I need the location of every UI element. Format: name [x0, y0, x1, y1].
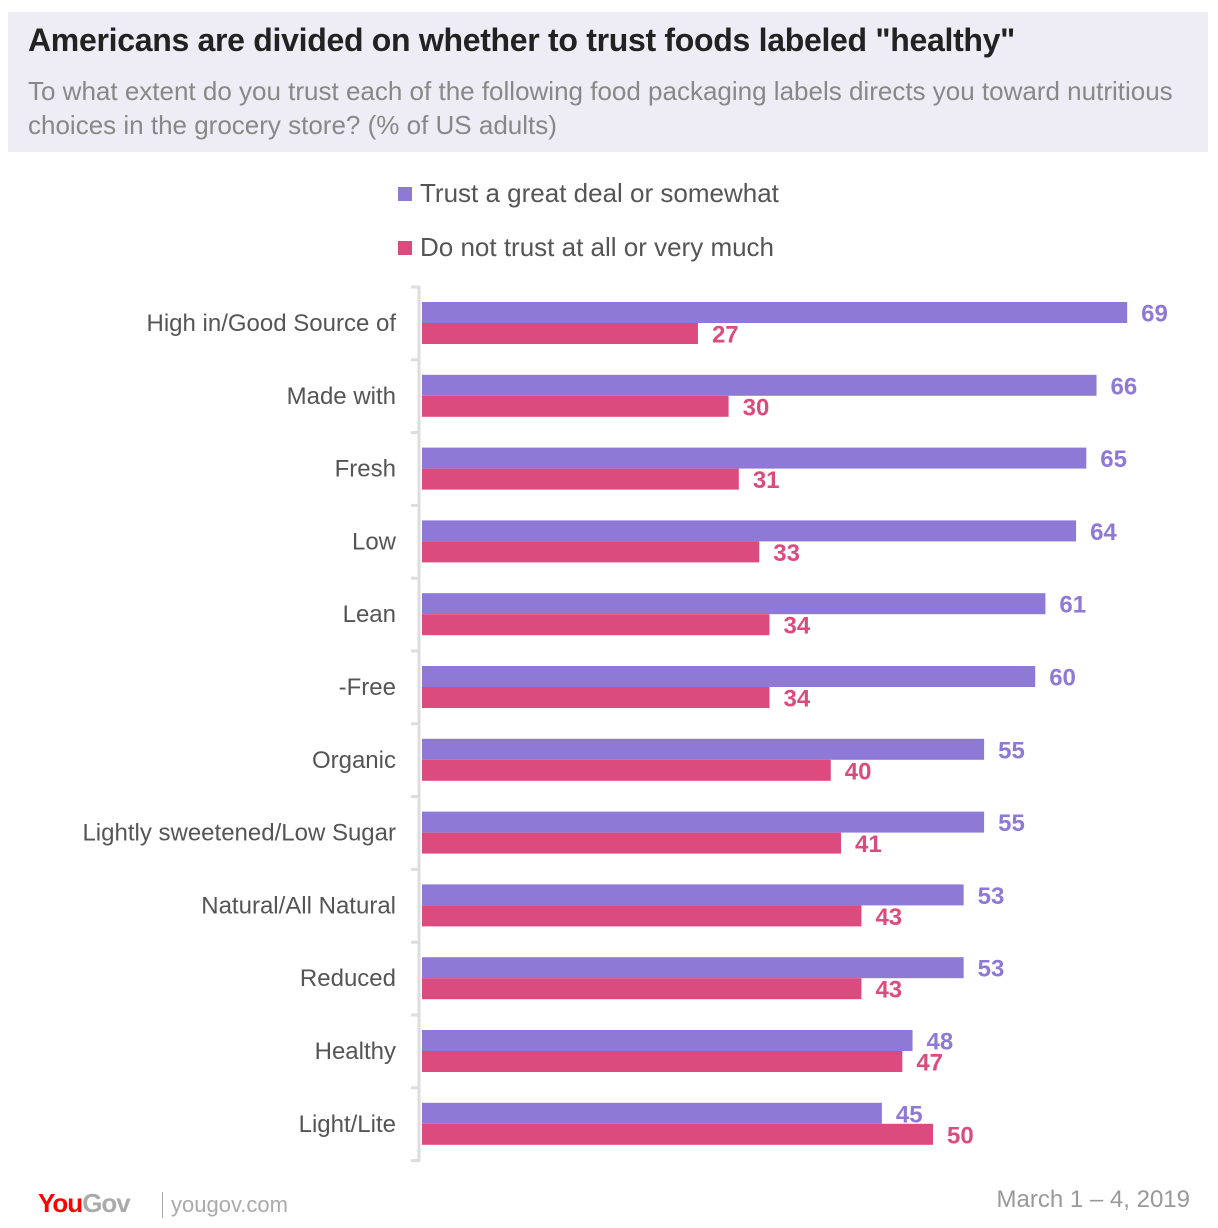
footer-date: March 1 – 4, 2019	[996, 1186, 1190, 1213]
bar-distrust	[422, 978, 862, 1000]
bar-distrust	[422, 323, 698, 344]
logo-you: You	[38, 1188, 83, 1218]
bar-distrust	[422, 759, 831, 781]
data-label: 64	[1090, 519, 1117, 546]
category-label: Healthy	[315, 1038, 396, 1065]
bar-trust	[422, 374, 1097, 396]
bar-distrust	[422, 1123, 933, 1145]
chart-title: Americans are divided on whether to trus…	[28, 22, 1016, 58]
category-label: Light/Lite	[299, 1111, 396, 1138]
bar-distrust	[422, 905, 862, 927]
data-label: 66	[1111, 373, 1138, 400]
data-label: 40	[845, 758, 872, 785]
data-label: 60	[1049, 665, 1076, 692]
data-label: 33	[773, 540, 800, 567]
data-label: 61	[1059, 592, 1086, 619]
bar-distrust	[422, 687, 770, 708]
bar-trust	[422, 593, 1046, 615]
data-label: 41	[855, 831, 882, 858]
legend-item-distrust: Do not trust at all or very much	[398, 232, 774, 263]
bar-trust	[422, 666, 1036, 687]
category-label: High in/Good Source of	[147, 310, 397, 337]
data-label: 43	[875, 977, 902, 1004]
legend-label-distrust: Do not trust at all or very much	[420, 232, 775, 262]
bar-distrust	[422, 541, 760, 563]
category-label: Lightly sweetened/Low Sugar	[82, 820, 396, 847]
category-label: Organic	[312, 747, 396, 774]
bar-distrust	[422, 832, 842, 854]
bar-trust	[422, 884, 964, 906]
data-label: 55	[998, 737, 1025, 764]
bar-trust	[422, 520, 1077, 542]
bar-distrust	[422, 468, 739, 490]
category-label: Reduced	[300, 965, 396, 992]
category-label: Fresh	[335, 456, 396, 483]
data-label: 69	[1141, 301, 1168, 328]
footer-site: yougov.com	[162, 1192, 288, 1218]
data-label: 30	[743, 394, 770, 421]
bar-trust	[422, 1030, 913, 1051]
bar-trust	[422, 447, 1087, 469]
data-label: 55	[998, 810, 1025, 837]
data-label: 53	[978, 883, 1005, 910]
data-label: 43	[875, 904, 902, 931]
legend-swatch-distrust	[398, 240, 412, 255]
data-label: 31	[753, 467, 780, 494]
yougov-logo: YouGov	[38, 1188, 131, 1219]
category-label: Low	[352, 528, 397, 555]
legend-label-trust: Trust a great deal or somewhat	[420, 178, 779, 208]
category-label: Lean	[343, 601, 396, 628]
bar-trust	[422, 811, 985, 833]
logo-gov: Gov	[82, 1188, 131, 1218]
data-label: 47	[916, 1050, 943, 1077]
data-label: 34	[783, 613, 810, 640]
chart-subtitle: To what extent do you trust each of the …	[28, 76, 1173, 140]
data-label: 48	[927, 1029, 954, 1056]
data-label: 53	[978, 956, 1005, 983]
legend-swatch-trust	[398, 186, 412, 201]
bar-distrust	[422, 614, 770, 636]
legend-item-trust: Trust a great deal or somewhat	[398, 178, 779, 209]
bar-distrust	[422, 1051, 903, 1072]
category-label: -Free	[339, 674, 396, 701]
bar-trust	[422, 738, 985, 760]
bar-trust	[422, 302, 1128, 323]
data-label: 65	[1100, 446, 1127, 473]
category-label: Natural/All Natural	[201, 892, 396, 919]
bar-distrust	[422, 395, 729, 417]
data-label: 34	[783, 686, 810, 713]
bar-trust	[422, 1102, 882, 1124]
category-label: Made with	[287, 383, 396, 410]
header: Americans are divided on whether to trus…	[8, 12, 1208, 152]
bar-trust	[422, 957, 964, 979]
data-label: 27	[712, 322, 739, 349]
data-label: 50	[947, 1122, 974, 1149]
